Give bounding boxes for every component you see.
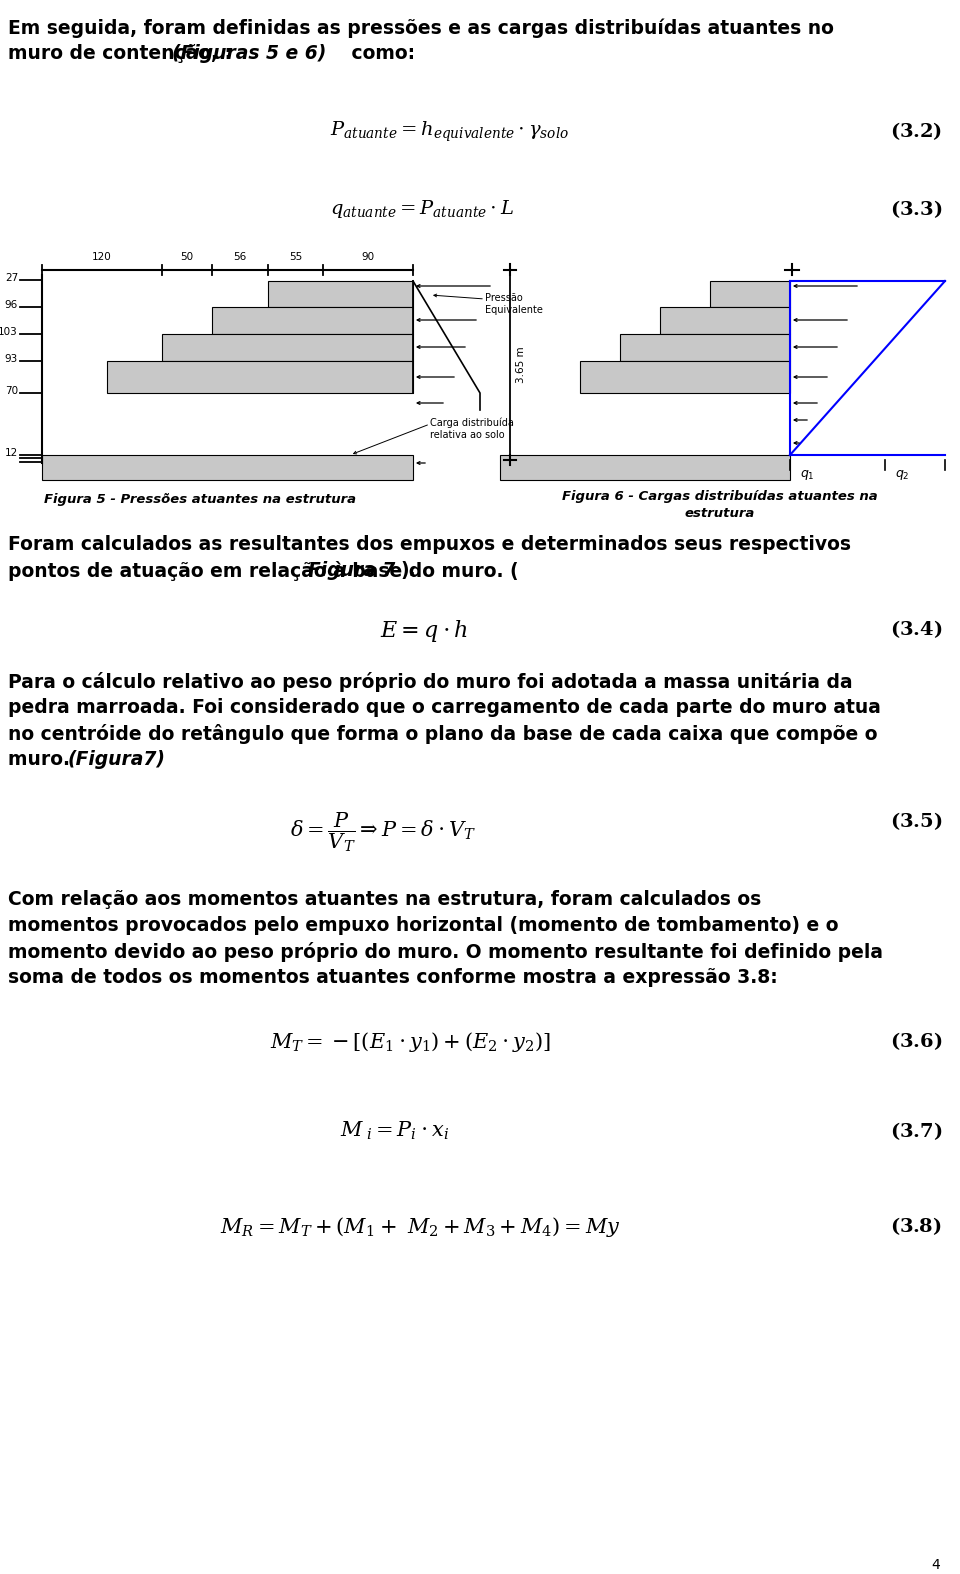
Text: $\mathbf{(3.3)}$: $\mathbf{(3.3)}$ xyxy=(890,198,942,220)
Text: momentos provocados pelo empuxo horizontal (momento de tombamento) e o: momentos provocados pelo empuxo horizont… xyxy=(8,916,838,935)
Text: Carga distribuída: Carga distribuída xyxy=(430,419,514,428)
Text: $\mathbf{(3.8)}$: $\mathbf{(3.8)}$ xyxy=(890,1215,942,1237)
Text: $\mathbf{(3.6)}$: $\mathbf{(3.6)}$ xyxy=(890,1029,942,1051)
Text: $\mathbf{(3.7)}$: $\mathbf{(3.7)}$ xyxy=(890,1121,942,1141)
Text: $\mathit{M}_T = -[(\mathit{E}_1 \cdot \mathit{y}_1) + (\mathit{E}_2 \cdot \mathi: $\mathit{M}_T = -[(\mathit{E}_1 \cdot \m… xyxy=(270,1029,551,1055)
Bar xyxy=(580,360,790,394)
Text: muro.: muro. xyxy=(8,749,77,770)
Text: Para o cálculo relativo ao peso próprio do muro foi adotada a massa unitária da: Para o cálculo relativo ao peso próprio … xyxy=(8,672,852,693)
Text: pontos de atuação em relação à base do muro. (: pontos de atuação em relação à base do m… xyxy=(8,560,525,581)
Text: momento devido ao peso próprio do muro. O momento resultante foi definido pela: momento devido ao peso próprio do muro. … xyxy=(8,941,883,962)
Text: 3.65 m: 3.65 m xyxy=(516,346,526,384)
Text: relativa ao solo: relativa ao solo xyxy=(430,430,505,441)
Bar xyxy=(620,334,790,360)
Text: 12: 12 xyxy=(5,449,18,458)
Text: 55: 55 xyxy=(289,252,302,261)
Bar xyxy=(660,307,790,334)
Bar xyxy=(710,282,790,307)
Text: $\mathbf{(3.2)}$: $\mathbf{(3.2)}$ xyxy=(890,120,942,142)
Text: $\mathbf{(3.5)}$: $\mathbf{(3.5)}$ xyxy=(890,811,942,831)
Text: $\mathit{M}_{\ i} = \mathit{P}_i \cdot \mathit{x}_i$: $\mathit{M}_{\ i} = \mathit{P}_i \cdot \… xyxy=(340,1121,449,1143)
Text: Em seguida, foram definidas as pressões e as cargas distribuídas atuantes no: Em seguida, foram definidas as pressões … xyxy=(8,17,834,38)
Text: 4: 4 xyxy=(931,1558,940,1572)
Text: $\mathit{q}_{atuante} = \mathit{P}_{atuante} \cdot \mathit{L}$: $\mathit{q}_{atuante} = \mathit{P}_{atua… xyxy=(330,198,514,220)
Text: no centróide do retângulo que forma o plano da base de cada caixa que compõe o: no centróide do retângulo que forma o pl… xyxy=(8,724,877,745)
Text: (Figuras 5 e 6): (Figuras 5 e 6) xyxy=(172,44,326,63)
Text: $\mathbf{(3.4)}$: $\mathbf{(3.4)}$ xyxy=(890,619,942,641)
Text: 70: 70 xyxy=(5,386,18,397)
Text: $\mathit{E} = \mathit{q} \cdot \mathit{h}$: $\mathit{E} = \mathit{q} \cdot \mathit{h… xyxy=(380,619,468,644)
Bar xyxy=(268,282,413,307)
Text: como:: como: xyxy=(345,44,415,63)
Text: Equivalente: Equivalente xyxy=(485,305,542,315)
Text: pedra marroada. Foi considerado que o carregamento de cada parte do muro atua: pedra marroada. Foi considerado que o ca… xyxy=(8,697,881,718)
Text: $q_2$: $q_2$ xyxy=(895,467,909,482)
Text: 90: 90 xyxy=(361,252,374,261)
Text: muro de contenção, :: muro de contenção, : xyxy=(8,44,238,63)
Text: 50: 50 xyxy=(180,252,194,261)
Text: Foram calculados as resultantes dos empuxos e determinados seus respectivos: Foram calculados as resultantes dos empu… xyxy=(8,535,851,554)
Text: 96: 96 xyxy=(5,301,18,310)
Text: Com relação aos momentos atuantes na estrutura, foram calculados os: Com relação aos momentos atuantes na est… xyxy=(8,889,761,910)
Bar xyxy=(42,455,413,480)
Text: 120: 120 xyxy=(92,252,112,261)
Text: $\mathit{\delta} = \dfrac{\mathit{P}}{\mathit{V}_T} \Rightarrow \mathit{P} = \ma: $\mathit{\delta} = \dfrac{\mathit{P}}{\m… xyxy=(290,811,476,853)
Text: 27: 27 xyxy=(5,272,18,283)
Text: $\mathit{P}_{atuante} = \mathit{h}_{equivalente} \cdot \mathit{\gamma}_{solo}$: $\mathit{P}_{atuante} = \mathit{h}_{equi… xyxy=(330,120,569,145)
Text: estrutura: estrutura xyxy=(684,507,756,519)
Bar xyxy=(212,307,413,334)
Text: $\mathit{M}_R = \mathit{M}_T + (\mathit{M}_1 + \ \mathit{M}_2 + \mathit{M}_3 + \: $\mathit{M}_R = \mathit{M}_T + (\mathit{… xyxy=(220,1215,620,1239)
Text: 103: 103 xyxy=(0,327,18,337)
Bar xyxy=(107,360,413,394)
Text: 56: 56 xyxy=(233,252,247,261)
Text: Figura 7: Figura 7 xyxy=(308,560,396,579)
Text: Figura 5 - Pressões atuantes na estrutura: Figura 5 - Pressões atuantes na estrutur… xyxy=(44,493,356,505)
Text: (Figura7): (Figura7) xyxy=(68,749,166,770)
Bar xyxy=(162,334,413,360)
Text: Figura 6 - Cargas distribuídas atuantes na: Figura 6 - Cargas distribuídas atuantes … xyxy=(563,490,877,504)
Text: Pressão: Pressão xyxy=(485,293,523,304)
Text: 93: 93 xyxy=(5,354,18,364)
Text: soma de todos os momentos atuantes conforme mostra a expressão 3.8:: soma de todos os momentos atuantes confo… xyxy=(8,968,778,987)
Text: $q_1$: $q_1$ xyxy=(800,467,815,482)
Text: ).: ). xyxy=(400,560,416,579)
Bar xyxy=(500,455,790,480)
